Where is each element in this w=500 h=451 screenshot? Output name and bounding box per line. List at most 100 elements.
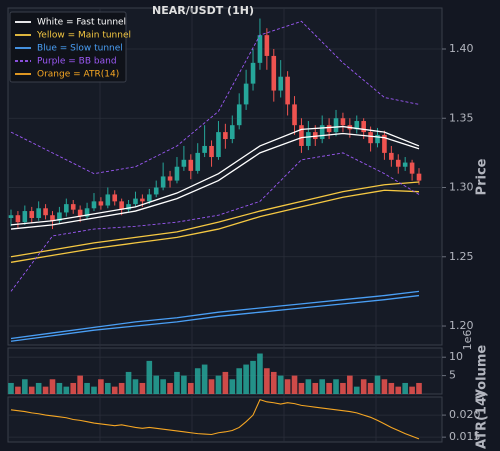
candle-body xyxy=(15,215,21,223)
candle-body xyxy=(181,159,187,167)
y-tick-label: 5 xyxy=(449,369,456,382)
volume-bar xyxy=(291,375,298,394)
volume-bar xyxy=(194,368,201,394)
candle-body xyxy=(243,83,249,105)
volume-bar xyxy=(402,382,408,394)
candle-body xyxy=(91,201,97,209)
volume-bar xyxy=(167,382,173,394)
volume-bar xyxy=(319,379,325,394)
candle-body xyxy=(250,62,256,84)
volume-bar xyxy=(257,353,263,394)
volume-bar xyxy=(284,379,291,394)
candle-body xyxy=(257,35,263,63)
legend: White = Fast tunnel Yellow = Main tunnel B… xyxy=(9,11,131,83)
candle-body xyxy=(319,125,325,140)
candle-body xyxy=(167,176,173,181)
volume-bar xyxy=(174,371,180,394)
volume-bar xyxy=(105,382,111,394)
volume-bar xyxy=(84,382,90,394)
y-axis-title: ATR(14) xyxy=(475,391,490,449)
y-axis-title: Volume xyxy=(475,345,490,400)
volume-bar xyxy=(160,379,166,394)
candle-body xyxy=(361,121,366,133)
candle-body xyxy=(57,212,62,221)
overlay-line xyxy=(10,20,420,175)
candle-body xyxy=(195,152,201,171)
volume-bar xyxy=(243,364,249,394)
candle-body xyxy=(402,162,408,167)
y-tick-label: 0.015 xyxy=(449,430,481,443)
volume-bar xyxy=(208,379,215,394)
volume-bar xyxy=(353,386,360,394)
overlay-line xyxy=(10,181,420,258)
volume-bar xyxy=(91,386,97,394)
volume-bar xyxy=(388,382,395,394)
volume-bar xyxy=(374,375,381,394)
volume-bar xyxy=(146,360,153,394)
candle-body xyxy=(368,132,373,144)
overlay-line xyxy=(10,189,420,263)
candle-body xyxy=(70,204,76,210)
volume-bar xyxy=(250,360,256,394)
volume-bar xyxy=(367,382,374,394)
candle-body xyxy=(174,166,180,181)
candle-body xyxy=(326,125,332,133)
candle-body xyxy=(119,201,124,210)
candle-body xyxy=(22,211,28,223)
volume-bar xyxy=(222,371,229,394)
candle-body xyxy=(64,204,69,213)
candle-body xyxy=(202,145,207,153)
volume-bar xyxy=(28,386,35,394)
overlay-line xyxy=(10,152,420,292)
candle-body xyxy=(264,35,270,56)
candle-body xyxy=(354,121,360,130)
candle-body xyxy=(409,162,415,174)
volume-bar xyxy=(111,386,118,394)
candle-body xyxy=(98,201,104,206)
candle-body xyxy=(340,118,346,126)
volume-bar xyxy=(181,375,187,394)
volume-bar xyxy=(118,382,125,394)
legend-label: Yellow = Main tunnel xyxy=(36,31,131,41)
candle-body xyxy=(77,209,83,217)
volume-bar xyxy=(201,364,208,394)
volume-bar xyxy=(8,382,14,394)
volume-bar xyxy=(77,375,83,394)
volume-bar xyxy=(70,382,77,394)
y-tick-label: 1.25 xyxy=(449,250,474,263)
y-tick-label: 1.20 xyxy=(449,319,474,332)
candle-body xyxy=(285,76,290,105)
volume-bar xyxy=(215,375,222,394)
volume-bar xyxy=(347,375,353,394)
candle-body xyxy=(133,198,138,205)
candle-body xyxy=(306,132,311,146)
candle-body xyxy=(188,159,194,171)
volume-bar xyxy=(153,375,160,394)
volume-bar xyxy=(15,386,21,394)
candle-body xyxy=(29,211,35,218)
candle-body xyxy=(278,76,283,91)
y-tick-label: 0.020 xyxy=(449,408,481,421)
volume-bar xyxy=(49,379,56,394)
volume-bar xyxy=(270,371,277,394)
volume-bar xyxy=(416,382,422,394)
candle-body xyxy=(236,104,242,126)
candle-body xyxy=(140,198,145,202)
candle-body xyxy=(147,194,152,202)
overlay-line xyxy=(10,294,420,342)
candle-body xyxy=(395,159,401,167)
candle-body xyxy=(105,194,111,206)
y-axis-title: Price xyxy=(475,158,490,195)
y-tick-label: 1.35 xyxy=(449,111,474,124)
y-tick-label: 1.40 xyxy=(449,42,474,55)
volume-bar xyxy=(326,382,332,394)
volume-bar xyxy=(56,382,63,394)
volume-bar xyxy=(340,382,346,394)
overlay-line xyxy=(10,125,420,226)
candle-body xyxy=(229,125,235,140)
volume-bar xyxy=(381,379,388,394)
volume-bar xyxy=(312,382,319,394)
overlay-line xyxy=(10,132,420,230)
volume-bar xyxy=(360,379,367,394)
